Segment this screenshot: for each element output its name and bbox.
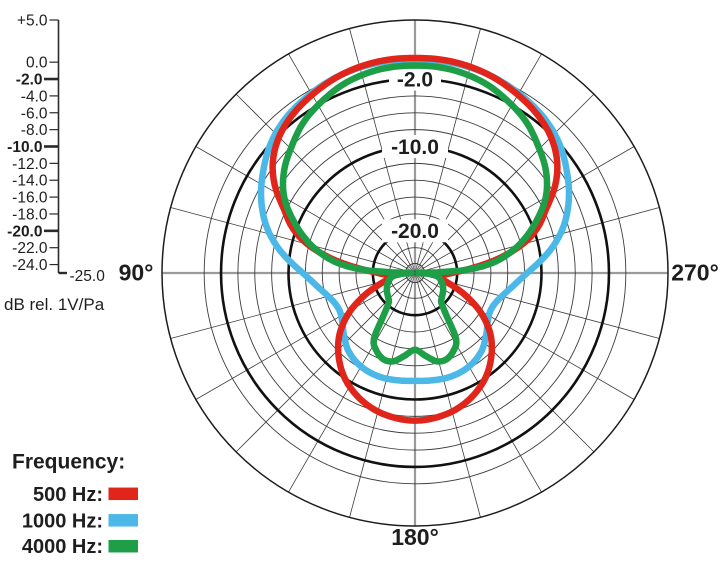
ring-label: -10.0: [391, 136, 439, 159]
ring-label-mask: [382, 219, 448, 243]
legend-swatch: [108, 539, 138, 553]
ring-label-mask: [389, 67, 441, 91]
legend-label: 1000 Hz:: [22, 510, 103, 532]
units-label: dB rel. 1V/Pa: [4, 295, 105, 314]
ring-label: -20.0: [391, 220, 439, 243]
scale-tick-label: -8.0: [21, 122, 48, 139]
scale-tick-label: -10.0: [7, 139, 42, 156]
scale-tick-label: -24.0: [12, 257, 48, 274]
curve-500hz: [269, 54, 561, 424]
curve-4000hz: [279, 62, 551, 365]
angle-label-180: 180°: [391, 524, 439, 550]
scale-tick-label: -6.0: [21, 105, 48, 122]
grid-ring-minor: [237, 95, 593, 451]
scale-tick-label: -20.0: [7, 223, 42, 240]
scale-tick-label: -4.0: [21, 88, 48, 105]
scale-tick-label: 0.0: [26, 55, 48, 72]
scale-tick-label: -14.0: [12, 173, 48, 190]
grid-ring-outer: [161, 19, 669, 527]
scale-tick-label: -16.0: [12, 190, 48, 207]
scale-tick-label: -2.0: [16, 72, 43, 89]
grid-ring-minor: [254, 112, 576, 434]
legend-title: Frequency:: [12, 451, 125, 474]
legend-swatch: [108, 487, 138, 501]
ring-label: -2.0: [397, 68, 433, 91]
angle-label-90: 90°: [119, 260, 154, 286]
legend-label: 500 Hz:: [33, 484, 103, 506]
ring-label-mask: [382, 135, 448, 158]
scale-tick-label: -12.0: [12, 156, 48, 173]
curve-1000hz: [257, 55, 573, 385]
scale-tick-label: -22.0: [12, 240, 48, 257]
angle-label-270: 270°: [671, 260, 719, 286]
scale-tick-label: -18.0: [12, 206, 48, 223]
grid-ring-minor: [321, 179, 509, 367]
legend-label: 4000 Hz:: [22, 536, 103, 558]
scale-end-label: -25.0: [70, 268, 106, 285]
scale-tick-label: +5.0: [17, 13, 48, 30]
legend-swatch: [108, 514, 138, 527]
grid-ring-minor: [271, 129, 559, 417]
grid-ring-minor: [355, 213, 475, 333]
